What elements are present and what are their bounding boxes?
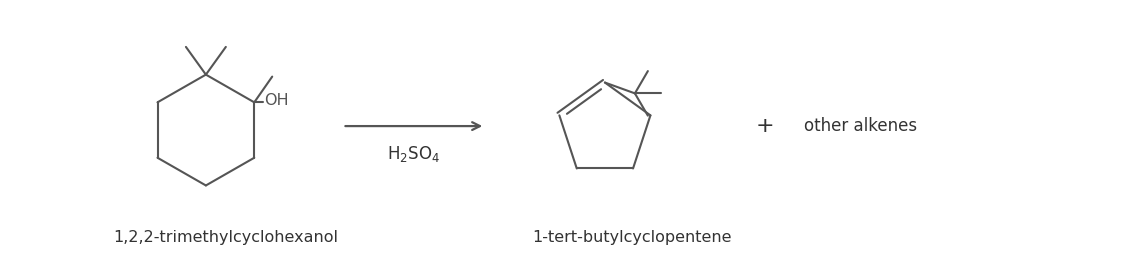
Text: +: + [755,116,773,136]
Text: H$_2$SO$_4$: H$_2$SO$_4$ [387,144,440,164]
Text: 1,2,2-trimethylcyclohexanol: 1,2,2-trimethylcyclohexanol [113,230,338,245]
Text: 1-tert-butylcyclopentene: 1-tert-butylcyclopentene [532,230,732,245]
Text: OH: OH [264,93,289,108]
Text: other alkenes: other alkenes [804,117,918,135]
